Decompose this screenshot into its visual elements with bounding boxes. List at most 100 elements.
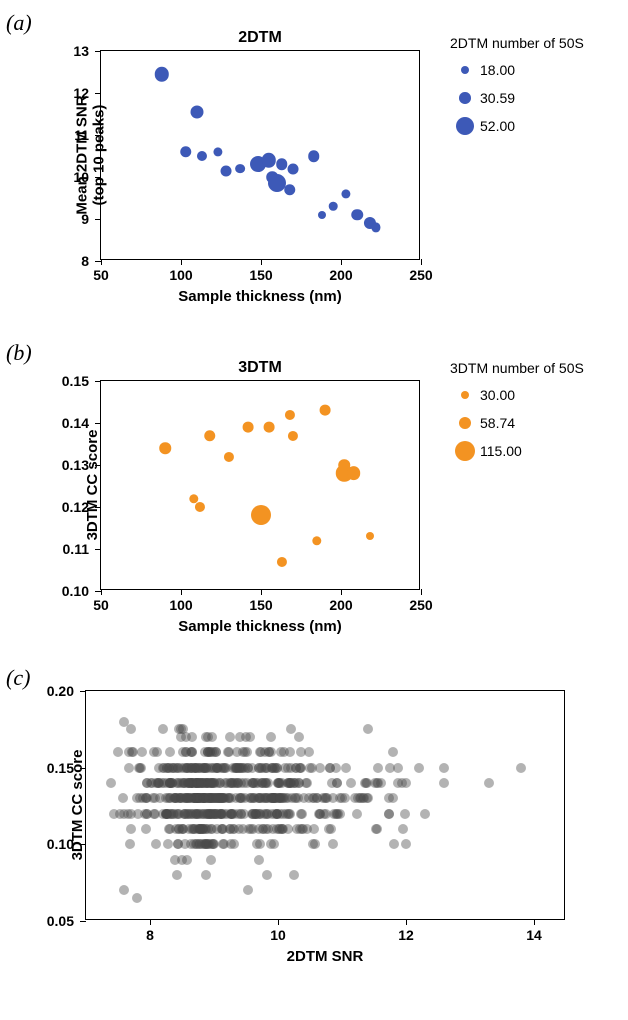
data-point <box>164 824 174 834</box>
plot-c-xlabel: 2DTM SNR <box>287 948 364 965</box>
legend-row: 58.74 <box>450 412 584 434</box>
x-ticklabel: 200 <box>329 267 352 283</box>
data-point <box>346 778 356 788</box>
y-ticklabel: 8 <box>49 253 89 269</box>
data-point <box>261 778 271 788</box>
x-ticklabel: 100 <box>169 597 192 613</box>
plot-a-title: 2DTM <box>238 29 282 47</box>
panel-a: (a) 2DTM Mean 2DTM SNR (top 10 peaks) Sa… <box>0 10 628 310</box>
data-point <box>279 793 289 803</box>
y-ticklabel: 0.11 <box>49 541 89 557</box>
legend-swatch <box>450 417 480 429</box>
data-point <box>401 839 411 849</box>
data-point <box>284 184 296 196</box>
x-ticklabel: 10 <box>270 927 286 943</box>
plot-a-ylabel-line2: (top 10 peaks) <box>91 105 108 206</box>
y-tick <box>80 921 86 922</box>
data-point <box>312 536 321 545</box>
x-tick <box>534 919 535 925</box>
x-ticklabel: 12 <box>398 927 414 943</box>
data-point <box>126 824 136 834</box>
plot-b-title: 3DTM <box>238 359 282 377</box>
x-tick <box>421 259 422 265</box>
data-point <box>206 855 216 865</box>
data-point <box>277 557 287 567</box>
data-point <box>163 839 173 849</box>
x-ticklabel: 150 <box>249 267 272 283</box>
data-point <box>288 163 299 174</box>
data-point <box>234 763 244 773</box>
data-point <box>254 763 264 773</box>
y-ticklabel: 10 <box>49 169 89 185</box>
y-ticklabel: 12 <box>49 85 89 101</box>
data-point <box>167 778 177 788</box>
data-point <box>226 793 236 803</box>
data-point <box>171 793 181 803</box>
data-point <box>185 763 195 773</box>
x-tick <box>181 589 182 595</box>
legend-a: 2DTM number of 50S 18.0030.5952.00 <box>450 35 584 143</box>
data-point <box>294 778 304 788</box>
data-point <box>388 793 398 803</box>
data-point <box>341 189 350 198</box>
legend-swatch <box>450 391 480 399</box>
data-point <box>215 778 225 788</box>
legend-a-title: 2DTM number of 50S <box>450 35 584 51</box>
data-point <box>165 747 175 757</box>
data-point <box>359 793 369 803</box>
legend-swatch <box>450 66 480 74</box>
y-ticklabel: 0.05 <box>34 913 74 929</box>
x-tick <box>406 919 407 925</box>
data-point <box>420 809 430 819</box>
data-point <box>220 165 231 176</box>
data-point <box>414 763 424 773</box>
data-point <box>341 763 351 773</box>
y-tick <box>95 261 101 262</box>
panel-b: (b) 3DTM 3DTM CC score Sample thickness … <box>0 340 628 640</box>
data-point <box>194 793 204 803</box>
data-point <box>307 763 317 773</box>
data-point <box>174 824 184 834</box>
data-point <box>326 824 336 834</box>
legend-label: 52.00 <box>480 118 515 134</box>
y-tick <box>95 507 101 508</box>
x-ticklabel: 150 <box>249 597 272 613</box>
data-point <box>202 839 212 849</box>
data-point <box>363 724 373 734</box>
y-ticklabel: 0.20 <box>34 683 74 699</box>
y-ticklabel: 13 <box>49 43 89 59</box>
data-point <box>279 747 289 757</box>
plot-b-xlabel: Sample thickness (nm) <box>178 618 341 635</box>
x-tick <box>261 589 262 595</box>
data-point <box>372 223 381 232</box>
data-point <box>242 747 252 757</box>
data-point <box>262 153 276 167</box>
data-point <box>224 452 234 462</box>
data-point <box>309 824 319 834</box>
y-tick <box>95 93 101 94</box>
y-ticklabel: 0.14 <box>49 415 89 431</box>
data-point <box>294 732 304 742</box>
legend-row: 30.00 <box>450 384 584 406</box>
data-point <box>225 732 235 742</box>
legend-marker-icon <box>455 441 475 461</box>
legend-marker-icon <box>456 117 474 135</box>
data-point <box>332 778 342 788</box>
legend-row: 52.00 <box>450 115 584 137</box>
data-point <box>264 422 275 433</box>
x-ticklabel: 50 <box>93 267 109 283</box>
data-point <box>245 732 255 742</box>
x-ticklabel: 14 <box>526 927 542 943</box>
data-point <box>272 763 282 773</box>
data-point <box>224 747 234 757</box>
data-point <box>178 747 188 757</box>
x-ticklabel: 50 <box>93 597 109 613</box>
data-point <box>289 870 299 880</box>
y-tick <box>80 691 86 692</box>
data-point <box>180 146 192 158</box>
data-point <box>360 778 370 788</box>
plot-b-ylabel: 3DTM CC score <box>84 430 101 541</box>
data-point <box>225 824 235 834</box>
data-point <box>127 747 137 757</box>
plot-a-xlabel: Sample thickness (nm) <box>178 288 341 305</box>
